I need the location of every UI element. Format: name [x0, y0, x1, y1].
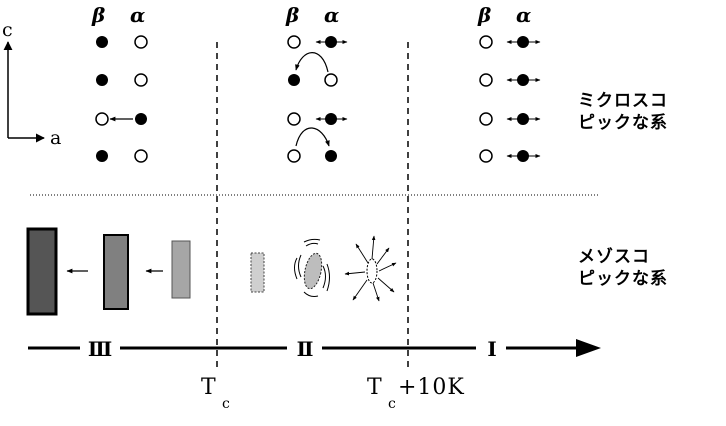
axis-c-label: c — [2, 19, 13, 41]
tc-main: T — [201, 375, 217, 400]
right-atom-column — [479, 35, 541, 163]
meso-label-line2: ピックな系 — [578, 269, 668, 289]
left-alpha-label: α — [130, 3, 145, 27]
middle-alpha-label: α — [324, 3, 339, 27]
left-atom-column — [95, 35, 148, 163]
tc10-sub: c — [388, 396, 396, 412]
middle-beta-label: β — [285, 3, 299, 27]
tc-sub: c — [222, 396, 230, 412]
tc-label: T c — [201, 375, 230, 412]
tc10-suffix: +10K — [398, 375, 465, 400]
tc10-label: T c +10K — [367, 375, 465, 412]
right-alpha-label: α — [516, 3, 531, 27]
crystal-axes: c a — [2, 19, 61, 149]
axis-a-label: a — [50, 127, 61, 149]
right-beta-label: β — [477, 3, 491, 27]
tc10-main: T — [367, 375, 383, 400]
meso-label-line1: メゾスコ — [578, 247, 650, 267]
left-beta-label: β — [91, 3, 105, 27]
temperature-axis — [28, 339, 601, 357]
micro-label-line1: ミクロスコ — [578, 91, 668, 111]
middle-atom-column — [287, 35, 348, 163]
phase-III-label: Ⅲ — [88, 337, 112, 361]
phase-I-label: Ⅰ — [487, 337, 496, 361]
meso-domains — [26, 227, 397, 316]
phase-II-label: Ⅱ — [297, 337, 314, 361]
micro-label-line2: ピックな系 — [578, 113, 668, 133]
